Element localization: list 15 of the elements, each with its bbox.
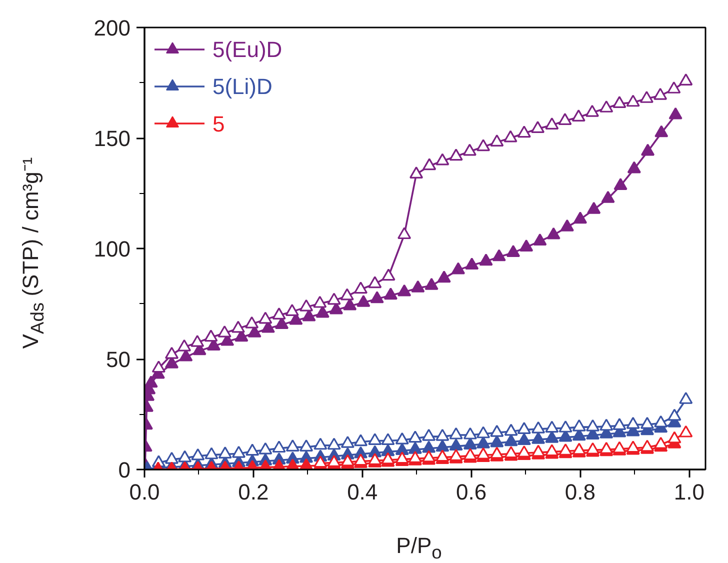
x-tick-label: 0.0 (129, 480, 160, 504)
legend-label: 5(Li)D (212, 74, 272, 99)
y-tick-label: 100 (94, 236, 131, 262)
y-tick-label: 150 (94, 126, 131, 151)
x-tick-label: 0.4 (347, 480, 378, 504)
legend-label: 5(Eu)D (212, 37, 282, 62)
x-tick-label: 0.8 (564, 480, 596, 504)
x-axis-title: P/P$_{o}$ (396, 532, 442, 563)
x-tick-label: 1.0 (674, 480, 704, 504)
y-tick-label: 200 (94, 16, 131, 40)
x-tick-label: 0.2 (238, 480, 269, 504)
legend-label: 5 (212, 112, 225, 136)
y-tick-label: 0 (118, 458, 131, 482)
x-tick-label: 0.6 (456, 480, 487, 504)
y-tick-label: 50 (106, 347, 131, 372)
